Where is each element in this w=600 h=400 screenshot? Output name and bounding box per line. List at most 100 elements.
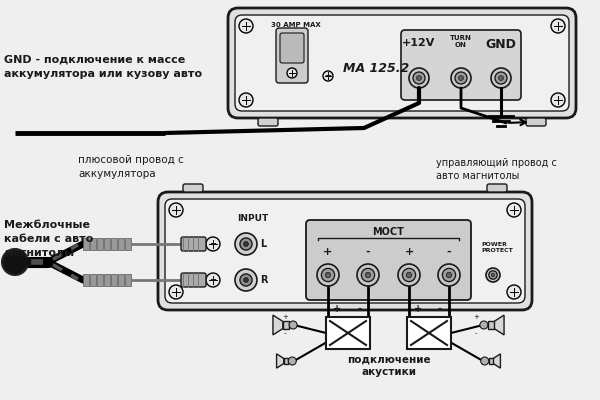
Text: МОСТ: МОСТ: [372, 227, 404, 237]
Bar: [104, 274, 110, 286]
Text: +: +: [404, 247, 413, 257]
Text: -: -: [365, 247, 370, 257]
Circle shape: [365, 272, 371, 278]
Text: МА 125.2: МА 125.2: [343, 62, 409, 74]
FancyBboxPatch shape: [183, 184, 203, 192]
Circle shape: [239, 19, 253, 33]
Text: управляющий провод с
авто магнитолы: управляющий провод с авто магнитолы: [436, 158, 557, 181]
FancyBboxPatch shape: [181, 273, 206, 287]
Text: -: -: [357, 304, 361, 314]
Text: 30 AMP MAX: 30 AMP MAX: [271, 22, 321, 28]
Bar: [326, 317, 370, 349]
Circle shape: [398, 264, 420, 286]
Text: +: +: [325, 72, 331, 80]
Circle shape: [244, 242, 248, 246]
Circle shape: [413, 72, 425, 84]
Circle shape: [357, 264, 379, 286]
Circle shape: [507, 285, 521, 299]
Bar: [97, 238, 103, 250]
Text: INPUT: INPUT: [238, 214, 269, 223]
Circle shape: [235, 233, 257, 255]
Circle shape: [288, 357, 296, 365]
Circle shape: [361, 268, 374, 282]
Circle shape: [240, 238, 252, 250]
Text: -: -: [446, 247, 451, 257]
Text: +: +: [414, 304, 422, 314]
Text: Межблочные
кабели с авто
магнитолы: Межблочные кабели с авто магнитолы: [4, 220, 94, 258]
Circle shape: [451, 68, 471, 88]
Text: TURN
ON: TURN ON: [450, 35, 472, 48]
Text: +: +: [209, 276, 217, 284]
Circle shape: [169, 203, 183, 217]
Text: -: -: [438, 304, 442, 314]
Circle shape: [244, 278, 248, 282]
FancyBboxPatch shape: [306, 220, 471, 300]
Bar: [111, 274, 117, 286]
Text: +12V: +12V: [403, 38, 436, 48]
Text: плюсовой провод с
аккумулятора: плюсовой провод с аккумулятора: [78, 155, 184, 179]
Bar: [125, 238, 131, 250]
Text: -: -: [284, 330, 286, 336]
Circle shape: [169, 285, 183, 299]
Circle shape: [489, 271, 497, 279]
Bar: [83, 238, 89, 250]
FancyBboxPatch shape: [526, 118, 546, 126]
Text: L: L: [260, 239, 266, 249]
Text: R: R: [260, 275, 268, 285]
Text: +: +: [473, 314, 479, 320]
FancyBboxPatch shape: [401, 30, 521, 100]
Circle shape: [438, 264, 460, 286]
FancyBboxPatch shape: [228, 8, 576, 118]
Circle shape: [409, 68, 429, 88]
FancyBboxPatch shape: [258, 118, 278, 126]
Circle shape: [481, 357, 489, 365]
Circle shape: [455, 72, 467, 84]
Text: +: +: [282, 314, 288, 320]
Bar: [97, 274, 103, 286]
Circle shape: [486, 268, 500, 282]
Circle shape: [325, 272, 331, 278]
Text: +: +: [323, 247, 332, 257]
Circle shape: [491, 68, 511, 88]
Bar: [118, 238, 124, 250]
Circle shape: [287, 68, 297, 78]
Circle shape: [2, 249, 28, 275]
FancyBboxPatch shape: [181, 237, 206, 251]
Circle shape: [495, 72, 507, 84]
Text: GND - подключение к массе
аккумулятора или кузову авто: GND - подключение к массе аккумулятора и…: [4, 55, 202, 79]
Bar: [489, 358, 493, 364]
Circle shape: [507, 203, 521, 217]
Circle shape: [317, 264, 339, 286]
Polygon shape: [494, 315, 504, 335]
Bar: [111, 238, 117, 250]
Bar: [90, 238, 96, 250]
Polygon shape: [273, 315, 283, 335]
Bar: [118, 274, 124, 286]
Circle shape: [403, 268, 416, 282]
Circle shape: [240, 274, 252, 286]
Circle shape: [551, 19, 565, 33]
Circle shape: [491, 273, 495, 277]
FancyBboxPatch shape: [158, 192, 532, 310]
Circle shape: [446, 272, 452, 278]
Circle shape: [551, 93, 565, 107]
Circle shape: [499, 76, 503, 80]
FancyBboxPatch shape: [487, 184, 507, 192]
Bar: [488, 321, 494, 328]
Circle shape: [406, 272, 412, 278]
Circle shape: [458, 76, 464, 80]
Circle shape: [442, 268, 455, 282]
Circle shape: [480, 321, 488, 329]
Polygon shape: [493, 354, 500, 368]
Circle shape: [206, 237, 220, 251]
Text: GND: GND: [485, 38, 517, 51]
Text: подключение
акустики: подключение акустики: [347, 354, 430, 377]
Circle shape: [239, 93, 253, 107]
Polygon shape: [15, 258, 30, 266]
FancyBboxPatch shape: [165, 199, 525, 303]
Bar: [407, 317, 451, 349]
FancyBboxPatch shape: [235, 15, 569, 111]
Circle shape: [289, 321, 297, 329]
Circle shape: [206, 273, 220, 287]
Bar: [283, 321, 289, 328]
